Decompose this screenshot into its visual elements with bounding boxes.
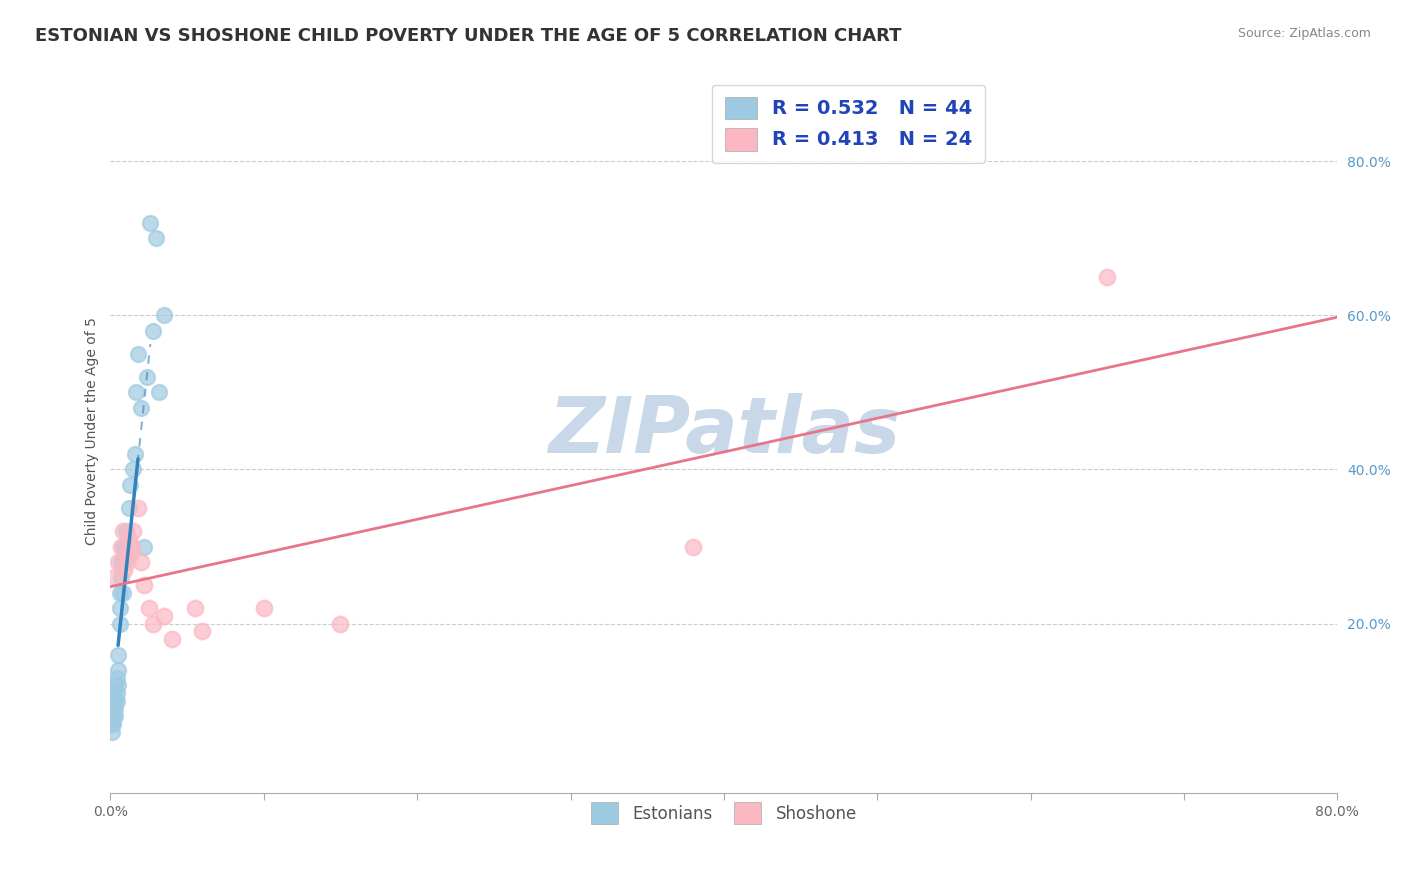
Point bbox=[153, 609, 176, 624]
Point bbox=[122, 462, 145, 476]
Point bbox=[114, 524, 136, 538]
Point bbox=[108, 586, 131, 600]
Text: ZIPatlas: ZIPatlas bbox=[548, 393, 900, 469]
Point bbox=[129, 401, 152, 415]
Point bbox=[191, 624, 214, 639]
Point bbox=[110, 555, 132, 569]
Point bbox=[101, 717, 124, 731]
Point bbox=[125, 385, 148, 400]
Point bbox=[1097, 269, 1119, 284]
Point bbox=[101, 724, 124, 739]
Point bbox=[111, 586, 134, 600]
Point bbox=[114, 540, 136, 554]
Point bbox=[117, 555, 139, 569]
Point bbox=[111, 524, 134, 538]
Point bbox=[118, 532, 141, 546]
Point bbox=[114, 547, 136, 561]
Point bbox=[184, 601, 207, 615]
Point bbox=[104, 701, 127, 715]
Point bbox=[101, 709, 124, 723]
Point bbox=[111, 540, 134, 554]
Point bbox=[112, 563, 135, 577]
Text: ESTONIAN VS SHOSHONE CHILD POVERTY UNDER THE AGE OF 5 CORRELATION CHART: ESTONIAN VS SHOSHONE CHILD POVERTY UNDER… bbox=[35, 27, 901, 45]
Point bbox=[104, 709, 127, 723]
Point bbox=[108, 616, 131, 631]
Point bbox=[107, 555, 129, 569]
Y-axis label: Child Poverty Under the Age of 5: Child Poverty Under the Age of 5 bbox=[86, 317, 100, 545]
Point bbox=[142, 324, 165, 338]
Point bbox=[110, 570, 132, 584]
Point bbox=[160, 632, 183, 647]
Point bbox=[127, 501, 149, 516]
Point bbox=[105, 694, 128, 708]
Point bbox=[107, 663, 129, 677]
Point bbox=[108, 601, 131, 615]
Point bbox=[127, 347, 149, 361]
Point bbox=[142, 616, 165, 631]
Point bbox=[107, 648, 129, 662]
Point bbox=[153, 308, 176, 322]
Point bbox=[101, 694, 124, 708]
Point bbox=[138, 601, 160, 615]
Point bbox=[121, 540, 143, 554]
Point bbox=[134, 540, 156, 554]
Point bbox=[122, 524, 145, 538]
Point bbox=[104, 694, 127, 708]
Point bbox=[145, 231, 167, 245]
Point bbox=[134, 578, 156, 592]
Point bbox=[103, 717, 125, 731]
Point bbox=[105, 671, 128, 685]
Point bbox=[148, 385, 170, 400]
Point bbox=[253, 601, 276, 615]
Point bbox=[136, 370, 159, 384]
Point bbox=[103, 686, 125, 700]
Point bbox=[329, 616, 352, 631]
Point bbox=[104, 570, 127, 584]
Legend: Estonians, Shoshone: Estonians, Shoshone bbox=[579, 791, 868, 835]
Text: Source: ZipAtlas.com: Source: ZipAtlas.com bbox=[1237, 27, 1371, 40]
Point bbox=[103, 701, 125, 715]
Point bbox=[101, 701, 124, 715]
Point bbox=[120, 478, 142, 492]
Point bbox=[139, 216, 162, 230]
Point bbox=[107, 678, 129, 692]
Point bbox=[129, 555, 152, 569]
Point bbox=[103, 709, 125, 723]
Point bbox=[103, 694, 125, 708]
Point bbox=[120, 547, 142, 561]
Point bbox=[104, 678, 127, 692]
Point bbox=[112, 555, 135, 569]
Point bbox=[105, 686, 128, 700]
Point bbox=[124, 447, 146, 461]
Point bbox=[682, 540, 704, 554]
Point bbox=[110, 540, 132, 554]
Point bbox=[118, 501, 141, 516]
